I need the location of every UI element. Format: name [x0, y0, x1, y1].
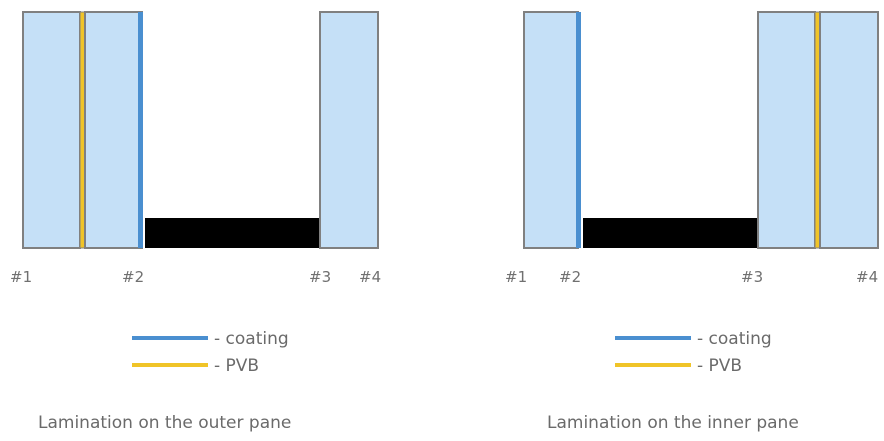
right-inner-glass-ply-1: [757, 11, 816, 249]
right-legend-coating-label: - coating: [697, 329, 772, 349]
left-surface-label-2: #2: [122, 268, 144, 286]
right-surface-label-2: #2: [559, 268, 581, 286]
left-coating-layer: [138, 12, 143, 248]
left-outer-glass-ply-1: [22, 11, 81, 249]
right-outer-glass-pane: [523, 11, 579, 249]
right-spacer: [583, 218, 758, 248]
right-inner-glass-ply-2: [819, 11, 879, 249]
left-legend-coating-label: - coating: [214, 329, 289, 349]
right-surface-label-1: #1: [505, 268, 527, 286]
right-surface-label-4: #4: [856, 268, 878, 286]
left-outer-glass-ply-2: [84, 11, 143, 249]
right-caption: Lamination on the inner pane: [547, 413, 799, 433]
left-spacer: [145, 218, 320, 248]
left-caption: Lamination on the outer pane: [38, 413, 291, 433]
left-surface-label-3: #3: [309, 268, 331, 286]
left-diagram: #1 #2 #3 #4 - coating - PVB Lamination o…: [10, 11, 381, 433]
right-surface-label-3: #3: [741, 268, 763, 286]
left-surface-label-1: #1: [10, 268, 32, 286]
right-coating-layer: [576, 12, 581, 248]
left-surface-label-4: #4: [359, 268, 381, 286]
right-legend-pvb-label: - PVB: [697, 356, 742, 376]
left-legend-pvb-label: - PVB: [214, 356, 259, 376]
left-inner-glass-pane: [319, 11, 379, 249]
right-diagram: #1 #2 #3 #4 - coating - PVB Lamination o…: [505, 11, 879, 433]
